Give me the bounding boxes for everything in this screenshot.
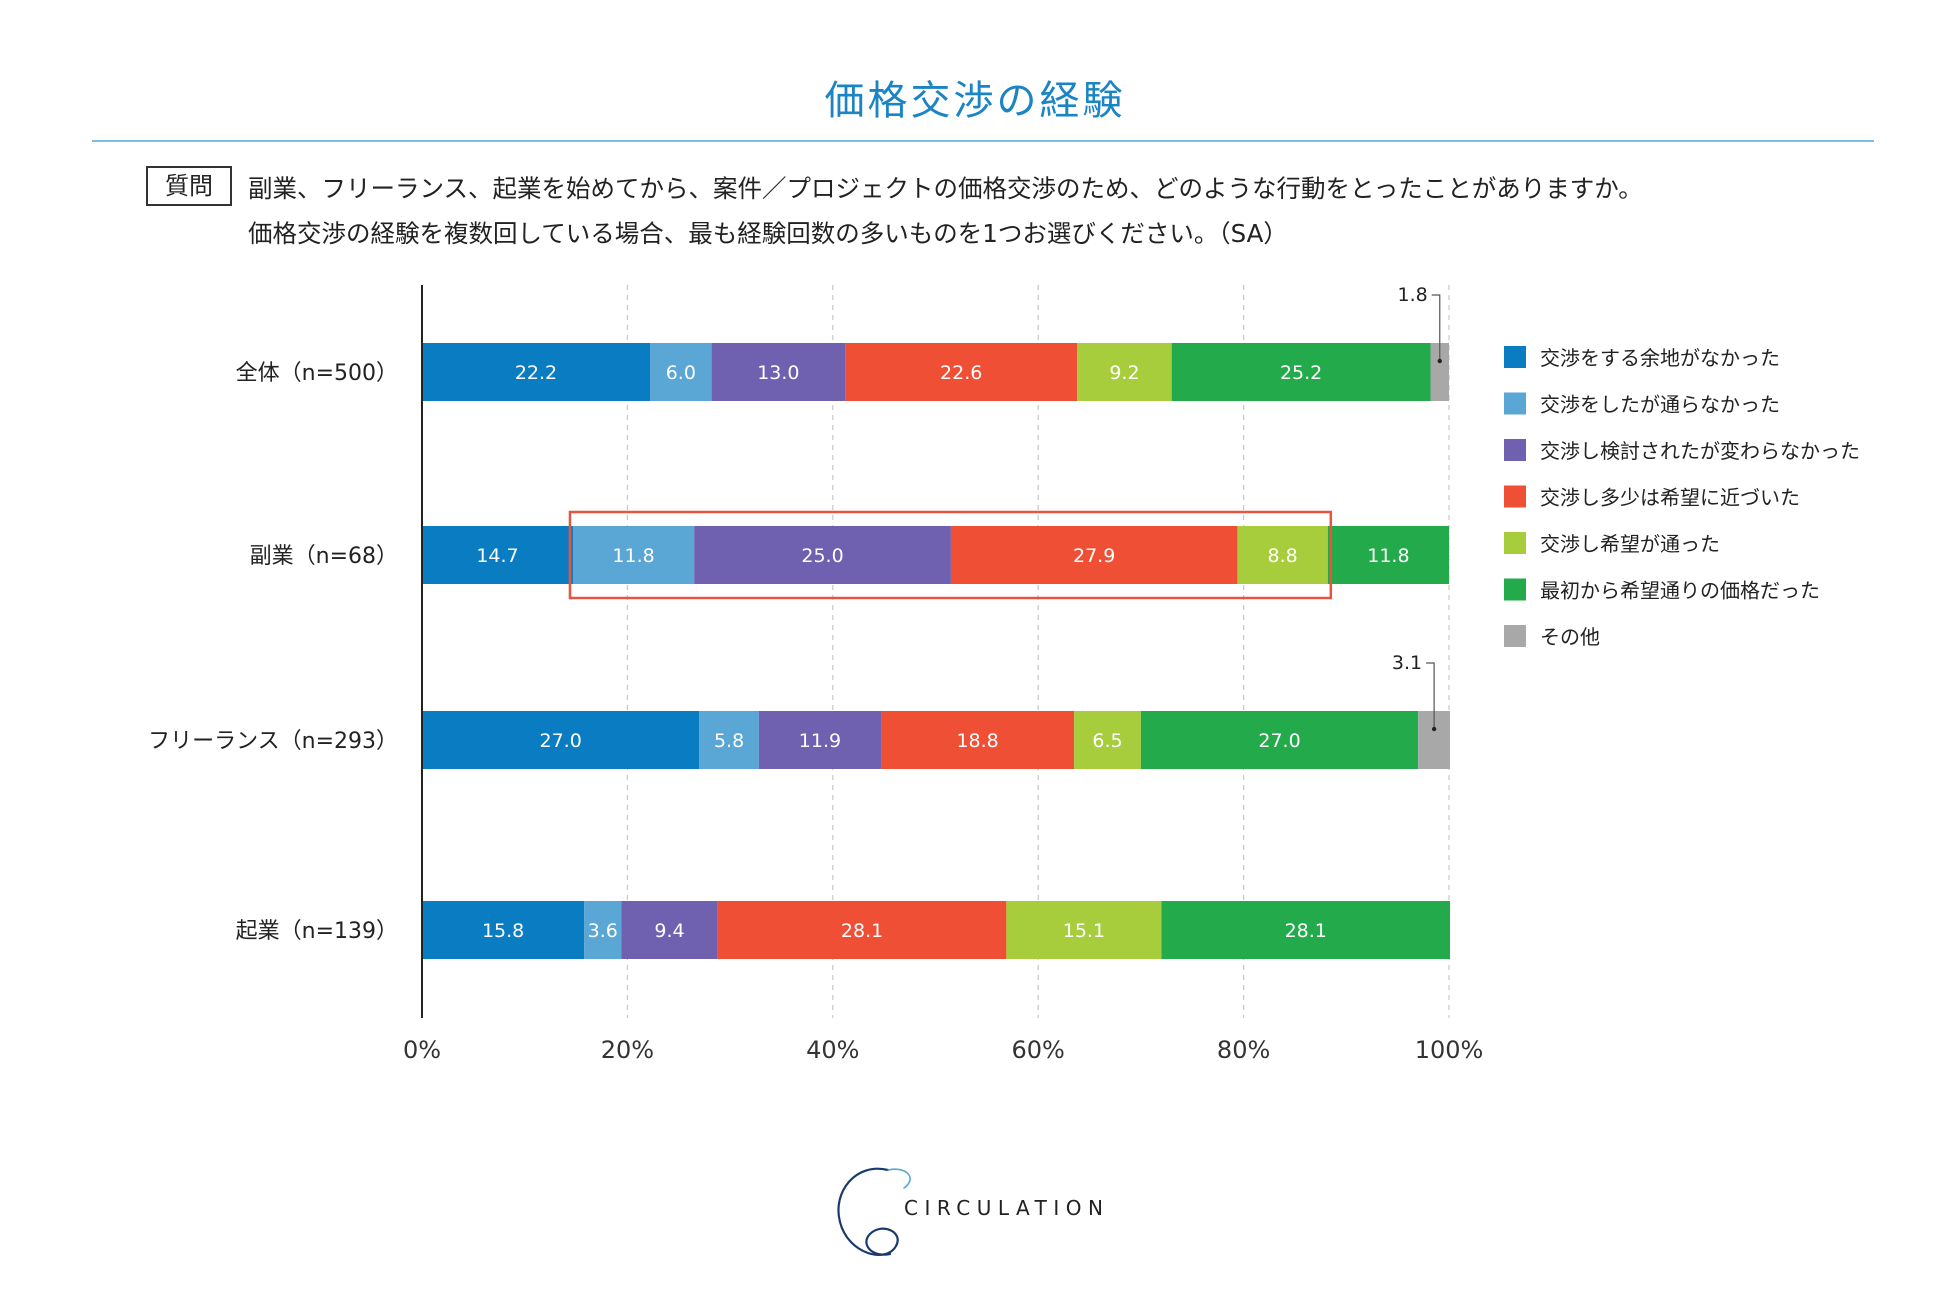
- bar-segment: [621, 901, 718, 959]
- axes: 0% 20% 40% 60% 80% 100% 全体（n=500） 副業（n=68） フリーラン…: [148, 285, 1483, 1064]
- bar-segment: [1327, 526, 1449, 584]
- data-label: 5.8: [714, 730, 744, 752]
- legend-swatch: [1504, 392, 1526, 415]
- data-label: 15.1: [1063, 920, 1105, 942]
- data-label: 14.7: [476, 545, 518, 567]
- bar-segment: [845, 343, 1078, 401]
- data-label: 11.9: [799, 730, 841, 752]
- data-label: 22.2: [515, 362, 557, 384]
- data-label: 1.8: [1398, 284, 1428, 306]
- bar-segment: [950, 526, 1238, 584]
- question-text-line-2: 価格交渉の経験を複数回している場合、最も経験回数の多いものを1つお選びください。…: [248, 219, 1288, 248]
- bar-segment: [572, 526, 695, 584]
- callout-dot: [1437, 358, 1442, 364]
- x-tick-label: 40%: [806, 1036, 859, 1064]
- bar-segment: [422, 526, 573, 584]
- data-label: 3.6: [588, 920, 618, 942]
- legend-swatch: [1504, 439, 1526, 461]
- bar-segment: [1430, 343, 1449, 401]
- data-label: 6.5: [1092, 730, 1122, 752]
- highlight-box: [568, 510, 1333, 600]
- bar-segment: [422, 343, 650, 401]
- title-divider: [92, 140, 1874, 142]
- legend-label: 交渉し希望が通った: [1540, 532, 1720, 556]
- data-label: 11.8: [612, 545, 654, 567]
- data-label: 6.0: [666, 362, 696, 384]
- data-label: 18.8: [956, 730, 998, 752]
- bar-segment: [649, 343, 712, 401]
- brand-name: CIRCULATION: [904, 1196, 1110, 1220]
- bar-segment: [711, 343, 846, 401]
- bar-segment: [1171, 343, 1431, 401]
- data-label: 11.8: [1367, 545, 1409, 567]
- legend-label: 交渉をする余地がなかった: [1540, 346, 1780, 370]
- bar-segment: [1161, 901, 1451, 959]
- bar-segment: [1077, 343, 1172, 401]
- legend-swatch: [1504, 532, 1526, 554]
- gridlines: [626, 285, 1450, 1018]
- legend-label: 最初から希望通りの価格だった: [1540, 579, 1820, 603]
- callout-line: [1431, 294, 1441, 361]
- legend: 交渉をする余地がなかった交渉をしたが通らなかった交渉し検討されたが変わらなかった…: [1504, 346, 1860, 649]
- bar-segment: [1237, 526, 1328, 584]
- legend-label: 交渉し検討されたが変わらなかった: [1540, 439, 1860, 463]
- data-label: 9.4: [654, 920, 684, 942]
- bar-segment: [1074, 711, 1141, 769]
- bar-segment: [422, 901, 585, 959]
- data-label: 8.8: [1268, 545, 1298, 567]
- question-label: 質問: [146, 166, 232, 206]
- legend-label: その他: [1540, 625, 1600, 649]
- x-tick-label: 80%: [1217, 1036, 1270, 1064]
- legend-swatch: [1504, 346, 1526, 368]
- callout-dot: [1431, 726, 1437, 732]
- legend-label: 交渉し多少は希望に近づいた: [1540, 486, 1800, 510]
- question-text-line-1: 副業、フリーランス、起業を始めてから、案件／プロジェクトの価格交渉のため、どのよ…: [248, 174, 1643, 203]
- legend-swatch: [1504, 578, 1526, 601]
- bar-segment: [584, 901, 622, 959]
- x-tick-label: 0%: [403, 1036, 441, 1064]
- callout-line: [1426, 662, 1435, 729]
- x-tick-label: 20%: [601, 1036, 654, 1064]
- data-label: 28.1: [1285, 920, 1327, 942]
- legend-swatch: [1504, 625, 1526, 647]
- category-label: 全体（n=500）: [236, 361, 398, 386]
- chart-title: 価格交渉の経験: [824, 78, 1126, 124]
- data-label: 13.0: [757, 362, 799, 384]
- data-labels: 22.2 6.0 13.0 22.6 9.2 25.2 1.8 14.7 11.8 25.0 27.…: [476, 284, 1442, 942]
- category-label: フリーランス（n=293）: [148, 729, 398, 754]
- bar-segment: [1006, 901, 1162, 959]
- bars: [422, 343, 1451, 959]
- bar-segment: [881, 711, 1075, 769]
- data-label: 22.6: [940, 362, 982, 384]
- circulation-logo-mark: [837, 1167, 911, 1256]
- category-label: 副業（n=68）: [250, 544, 398, 569]
- data-label: 3.1: [1392, 652, 1422, 674]
- data-label: 15.8: [482, 920, 524, 942]
- bar-segment: [717, 901, 1007, 959]
- bar-segment: [699, 711, 759, 769]
- data-label: 25.2: [1280, 362, 1322, 384]
- bar-segment: [758, 711, 882, 769]
- x-tick-label: 100%: [1415, 1036, 1484, 1064]
- x-tick-label: 60%: [1012, 1036, 1065, 1064]
- bar-segment: [694, 526, 951, 584]
- data-label: 28.1: [841, 920, 883, 942]
- data-label: 9.2: [1109, 362, 1139, 384]
- category-label: 起業（n=139）: [236, 919, 398, 944]
- data-label: 27.0: [1258, 730, 1300, 752]
- data-label: 27.9: [1073, 545, 1115, 567]
- legend-swatch: [1504, 485, 1526, 508]
- bar-segment: [1140, 711, 1419, 769]
- data-label: 27.0: [539, 730, 581, 752]
- legend-label: 交渉をしたが通らなかった: [1540, 393, 1780, 417]
- data-label: 25.0: [801, 545, 843, 567]
- bar-segment: [422, 711, 700, 769]
